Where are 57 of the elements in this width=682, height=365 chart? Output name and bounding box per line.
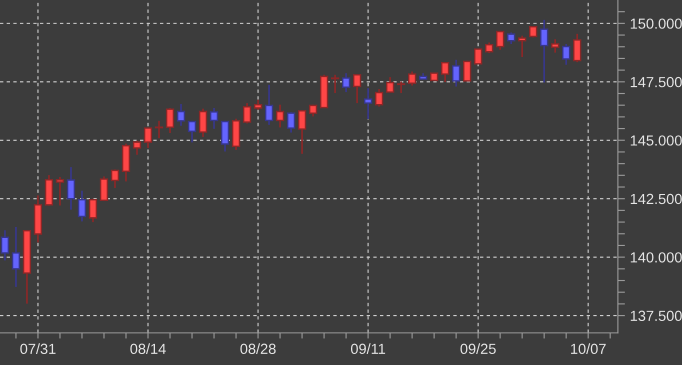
candlestick [132, 140, 142, 156]
x-tick-label: 09/25 [460, 343, 496, 354]
candlestick [176, 103, 186, 127]
x-tick-label: 08/28 [240, 343, 276, 354]
candlestick [198, 108, 208, 138]
candlestick [242, 102, 252, 124]
candlestick [0, 229, 10, 262]
candlestick [551, 38, 560, 54]
candlestick [110, 168, 120, 189]
candlestick [496, 30, 504, 51]
candlestick [254, 98, 262, 111]
y-tick-label: 140.000 [630, 252, 682, 263]
candlestick [540, 19, 548, 84]
candlestick [276, 104, 284, 128]
candlestick [220, 120, 230, 152]
candlestick [463, 60, 472, 82]
candlestick [286, 111, 296, 134]
candlestick [474, 48, 482, 65]
y-tick-label: 147.500 [630, 76, 682, 88]
candlestick [88, 198, 98, 223]
candlestick [507, 32, 516, 45]
candlestick [298, 110, 306, 155]
candlestick [562, 43, 570, 66]
x-tick-label: 08/14 [130, 343, 166, 354]
candlestick [352, 74, 362, 104]
candlestick [364, 87, 372, 120]
y-tick-label: 142.500 [630, 194, 682, 204]
candlestick [264, 84, 274, 126]
candlestick [397, 80, 406, 94]
candlestick [452, 59, 460, 88]
y-tick-label: 137.500 [630, 310, 682, 322]
candlestick [529, 25, 538, 38]
candlestick [66, 166, 76, 211]
candlestick [308, 104, 318, 118]
candlestick [408, 70, 416, 86]
x-tick-label: 09/11 [350, 343, 386, 354]
candlestick [188, 120, 196, 144]
candlestick [386, 76, 394, 94]
candlestick [342, 72, 350, 93]
candlestick [166, 107, 174, 134]
candlestick [154, 120, 164, 139]
y-tick-label: 150.000 [630, 18, 682, 29]
candlestick [56, 176, 64, 206]
candlestick [12, 226, 20, 288]
candlestick [485, 42, 494, 54]
candlestick [330, 74, 340, 94]
candlestick [100, 176, 108, 202]
y-tick-label: 145.000 [630, 135, 682, 146]
candlestick [374, 88, 384, 108]
candlestick [144, 126, 152, 149]
candlestick [78, 190, 86, 222]
candlestick [573, 33, 582, 64]
x-tick-label: 07/31 [20, 343, 56, 354]
candlestick [210, 107, 218, 130]
x-tick-label: 10/07 [571, 343, 606, 354]
candlestick [518, 34, 526, 58]
candlestick [441, 62, 450, 83]
